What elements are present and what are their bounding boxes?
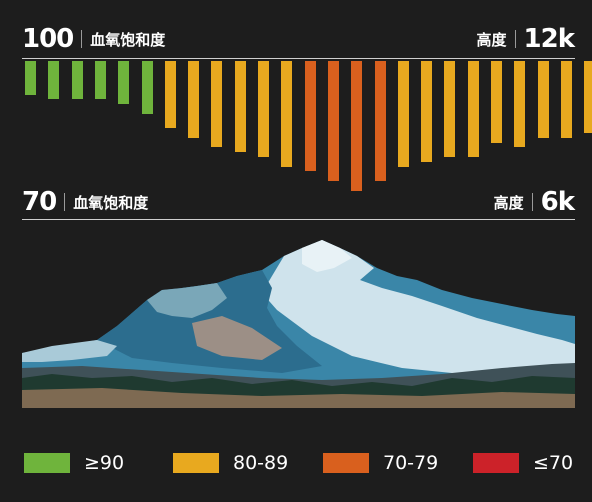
legend-item-green: ≥90 [24, 452, 124, 474]
mid-spo2-label: 血氧饱和度 [73, 194, 149, 212]
legend-item-yellow: 80-89 [173, 452, 288, 474]
spo2-bar [164, 61, 176, 129]
top-value: 100 [22, 24, 74, 54]
top-spo2-label: 血氧饱和度 [90, 31, 166, 49]
spo2-bar [421, 61, 433, 162]
divider [64, 193, 66, 211]
spo2-bar [514, 61, 526, 148]
spo2-bar [397, 61, 409, 167]
top-divider-line [22, 58, 575, 59]
spo2-bar [94, 61, 106, 100]
top-right-label: 高度 12k [476, 24, 576, 54]
mountain-image [22, 240, 575, 408]
mid-divider-line [22, 219, 575, 220]
spo2-bar [560, 61, 572, 138]
legend-label: 80-89 [233, 452, 289, 474]
top-altitude-value: 12k [523, 24, 575, 54]
spo2-bar [188, 61, 200, 138]
top-altitude-label: 高度 [476, 31, 507, 49]
spo2-bar [25, 61, 36, 95]
mid-altitude-label: 高度 [493, 194, 524, 212]
legend-swatch [473, 453, 519, 473]
spo2-bar [537, 61, 549, 138]
mid-altitude-value: 6k [540, 187, 575, 217]
spo2-bar [584, 61, 592, 133]
spo2-bar [48, 61, 60, 100]
spo2-bar [281, 61, 293, 167]
spo2-bar [211, 61, 223, 148]
mid-right-label: 高度 6k [493, 187, 575, 217]
legend-label: ≤70 [533, 452, 574, 474]
mid-value: 70 [22, 187, 57, 217]
mid-left-label: 70 血氧饱和度 [22, 187, 148, 217]
divider [531, 193, 533, 211]
top-left-label: 100 血氧饱和度 [22, 24, 165, 54]
spo2-bar [118, 61, 130, 105]
legend-swatch [323, 453, 369, 473]
spo2-bar [351, 61, 363, 191]
spo2-bar [141, 61, 153, 114]
spo2-bar [491, 61, 502, 143]
spo2-bar [374, 61, 386, 181]
spo2-bar [444, 61, 456, 157]
legend-swatch [24, 453, 70, 473]
legend-label: ≥90 [84, 452, 125, 474]
spo2-bar [304, 61, 316, 172]
spo2-bar [467, 61, 479, 157]
legend-item-red: ≤70 [473, 452, 573, 474]
spo2-bar [258, 61, 269, 157]
legend-item-orange: 70-79 [323, 452, 438, 474]
legend-label: 70-79 [383, 452, 439, 474]
divider [514, 30, 516, 48]
spo2-bar [234, 61, 246, 153]
spo2-bar [71, 61, 83, 100]
spo2-bar [327, 61, 339, 181]
legend-swatch [173, 453, 219, 473]
divider [81, 30, 83, 48]
